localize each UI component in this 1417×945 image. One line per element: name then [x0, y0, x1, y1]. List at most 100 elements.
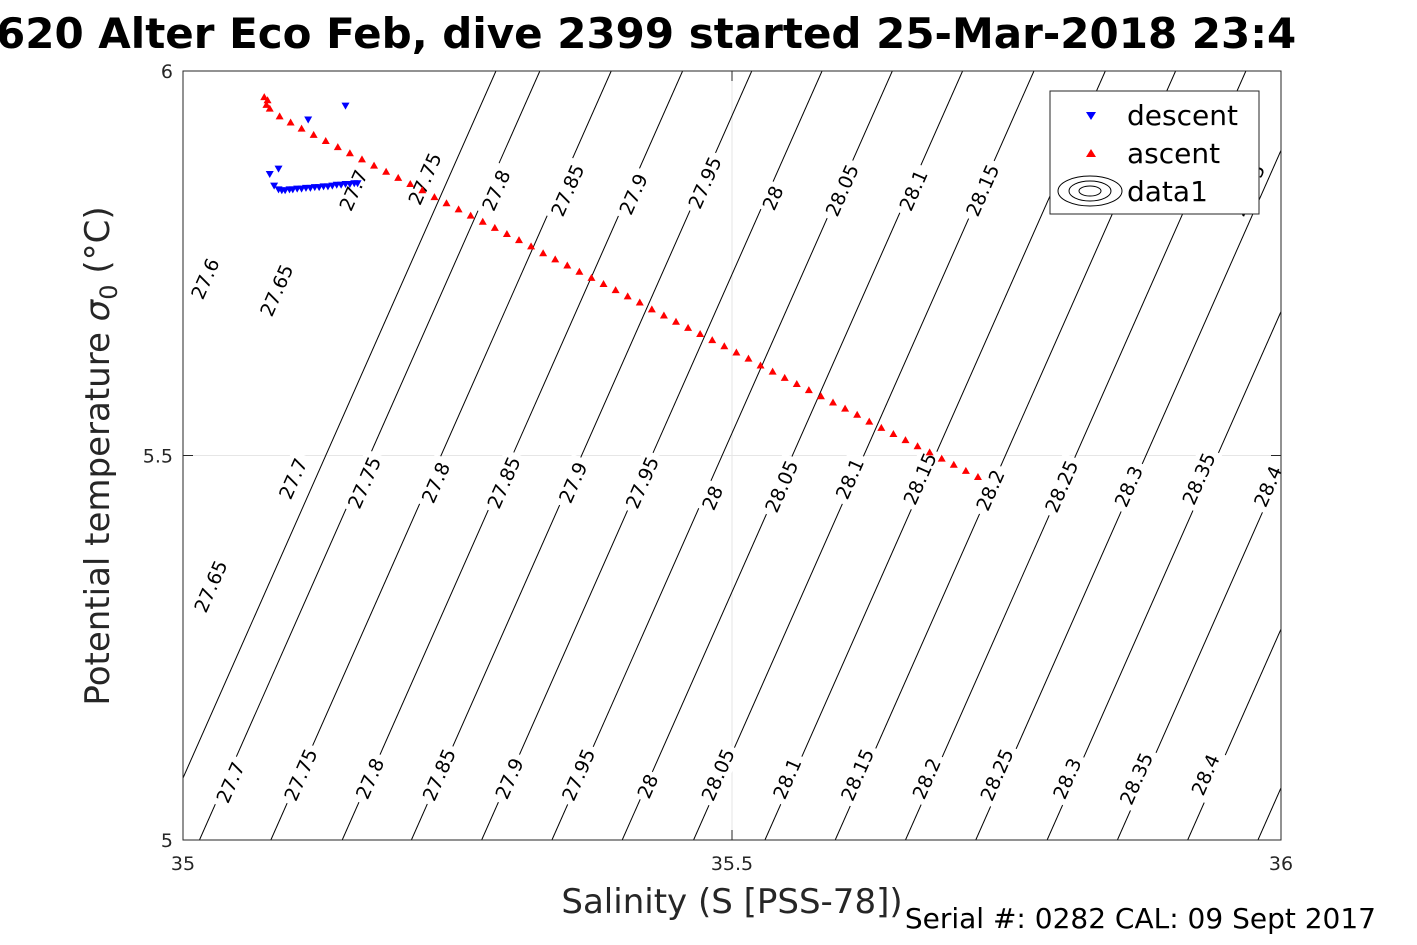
serial-calibration-note: Serial #: 0282 CAL: 09 Sept 2017	[905, 902, 1376, 935]
ascent-point-23	[502, 230, 511, 238]
contour-label-halo-28	[1246, 457, 1290, 515]
ascent-point-29	[575, 267, 584, 275]
ascent-point-47	[792, 379, 801, 387]
legend-box	[1049, 90, 1260, 215]
y-tick-label-0: 5	[161, 830, 173, 852]
contour-label-halo-35	[630, 767, 665, 805]
ascent-point-61	[961, 466, 970, 474]
ascent-point-53	[865, 417, 874, 425]
ascent-point-59	[937, 454, 946, 462]
ascent-point-16	[418, 186, 427, 194]
descent-point-3	[304, 116, 313, 124]
ascent-point-14	[394, 173, 403, 181]
ascent-point-19	[454, 205, 463, 213]
ascent-point-39	[696, 329, 705, 337]
y-axis-label-main: Potential temperature	[78, 321, 118, 705]
contour-label-halo-3	[400, 144, 449, 213]
legend-ascent-label: ascent	[1127, 137, 1220, 170]
ascent-point-37	[672, 317, 681, 325]
contour-label-halo-37	[765, 749, 809, 808]
ascent-point-36	[659, 311, 668, 319]
y-axis-label-subscript: 0	[95, 284, 123, 299]
contour-label-halo-31	[348, 749, 392, 808]
contour-label-halo-18	[551, 453, 595, 512]
contour-label-halo-8	[755, 179, 790, 217]
contour-label-halo-30	[276, 740, 325, 809]
legend-ascent-marker	[1086, 149, 1096, 157]
ascent-point-11	[357, 155, 366, 163]
y-axis-label-sigma: σ	[78, 298, 118, 321]
ascent-point-62	[973, 473, 982, 481]
contour-label-halo-0	[183, 249, 227, 308]
ascent-point-25	[527, 242, 536, 250]
x-axis-label: Salinity (S [PSS-78])	[561, 882, 902, 922]
chart-title: 620 Alter Eco Feb, dive 2399 started 25-…	[0, 9, 1296, 58]
ascent-point-21	[478, 217, 487, 225]
x-tick-label-2: 36	[1269, 853, 1293, 875]
ascent-point-24	[514, 236, 523, 244]
ascent-point-48	[804, 386, 813, 394]
contour-label-halo-4	[474, 161, 518, 219]
ascent-point-58	[925, 448, 934, 456]
ascent-point-22	[490, 223, 499, 231]
x-tick-label-0: 35	[171, 853, 195, 875]
ascent-point-3	[265, 104, 274, 112]
ascent-point-50	[829, 398, 838, 406]
ascent-point-17	[430, 193, 439, 201]
ascent-point-13	[382, 167, 391, 175]
ascent-point-38	[684, 323, 693, 331]
contour-label-halo-9	[818, 156, 866, 224]
descent-point-0	[265, 171, 274, 179]
ascent-point-9	[333, 143, 342, 151]
descent-point-2	[341, 102, 350, 110]
contour-line-28-35	[1116, 469, 1281, 840]
ascent-point-26	[539, 249, 548, 257]
ascent-point-31	[599, 280, 608, 288]
contour-line-28-4	[1187, 627, 1281, 840]
axis-ticks: 35 35.5 36 5 5.5 6	[143, 61, 1293, 875]
descent-point-24	[353, 180, 362, 188]
contour-label-halo-32	[415, 740, 463, 809]
ascent-point-43	[744, 354, 753, 362]
ascent-point-45	[768, 367, 777, 375]
descent-point-1	[274, 165, 283, 173]
ascent-point-20	[466, 211, 475, 219]
ascent-point-0	[260, 93, 269, 101]
descent-series	[265, 102, 362, 195]
contour-label-halo-5	[543, 156, 592, 224]
contour-label-halo-1	[252, 256, 301, 324]
ascent-point-10	[345, 149, 354, 157]
ascent-point-32	[611, 286, 620, 294]
contour-label-halo-17	[479, 448, 528, 517]
ascent-point-40	[708, 336, 717, 344]
ascent-point-57	[913, 442, 922, 450]
contour-label-halo-6	[611, 165, 655, 223]
ascent-point-41	[720, 342, 729, 350]
ascent-point-7	[309, 130, 318, 138]
contour-label-halo-15	[340, 448, 388, 517]
ascent-point-6	[297, 124, 306, 132]
contour-label-halo-2	[331, 161, 375, 219]
ascent-point-54	[877, 423, 886, 431]
contour-label-halo-40	[972, 740, 1021, 809]
ascent-point-12	[370, 161, 379, 169]
ascent-point-27	[551, 255, 560, 263]
contour-label-halo-21	[757, 452, 806, 520]
ascent-point-42	[732, 348, 741, 356]
ascent-point-56	[901, 436, 910, 444]
y-axis-label-unit: (°C)	[78, 206, 118, 284]
contour-label-halo-43	[1183, 746, 1227, 804]
contour-label-halo-22	[827, 449, 871, 508]
contour-label-halo-38	[833, 740, 881, 809]
ascent-point-33	[623, 292, 632, 300]
contour-label-halo-7	[680, 148, 729, 217]
ascent-point-55	[889, 429, 898, 437]
legend-data1-contour-icon	[1057, 175, 1123, 207]
y-tick-label-2: 6	[161, 61, 173, 83]
ascent-point-46	[780, 373, 789, 381]
ascent-point-49	[816, 392, 825, 400]
ascent-point-5	[286, 118, 295, 126]
legend-data1-label: data1	[1127, 175, 1208, 208]
contour-label-halo-14	[271, 449, 315, 508]
